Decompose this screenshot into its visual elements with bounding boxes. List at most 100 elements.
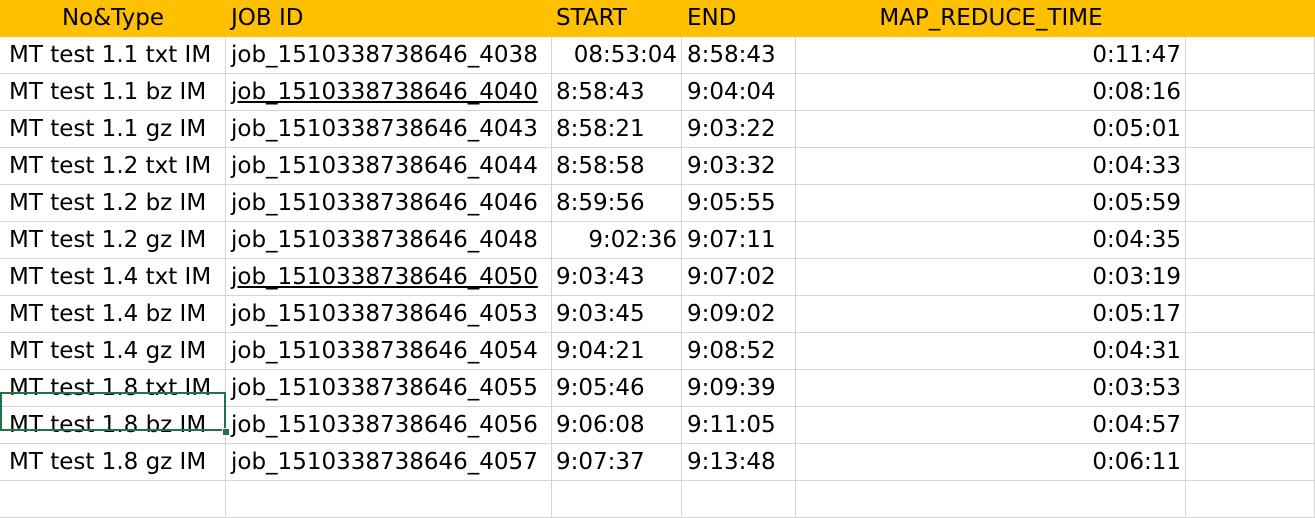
cell-map-reduce-time[interactable]: 0:05:17 <box>796 296 1186 333</box>
cell-start[interactable]: 8:59:56 <box>552 185 682 222</box>
cell-empty[interactable] <box>1186 74 1315 111</box>
cell-empty[interactable] <box>1186 370 1315 407</box>
table-row: MT test 1.2 bz IM job_1510338738646_4046… <box>0 185 1315 222</box>
cell-end[interactable]: 9:04:04 <box>682 74 796 111</box>
cell-job-id[interactable]: job_1510338738646_4055 <box>226 370 552 407</box>
cell-empty[interactable] <box>796 481 1186 518</box>
cell-map-reduce-time[interactable]: 0:04:35 <box>796 222 1186 259</box>
cell-start[interactable]: 08:53:04 <box>552 37 682 74</box>
cell-job-id[interactable]: job_1510338738646_4053 <box>226 296 552 333</box>
cell-map-reduce-time[interactable]: 0:08:16 <box>796 74 1186 111</box>
cell-end[interactable]: 9:08:52 <box>682 333 796 370</box>
cell-end[interactable]: 8:58:43 <box>682 37 796 74</box>
cell-start[interactable]: 8:58:21 <box>552 111 682 148</box>
cell-start[interactable]: 8:58:43 <box>552 74 682 111</box>
cell-map-reduce-time[interactable]: 0:11:47 <box>796 37 1186 74</box>
cell-job-id-link[interactable]: job_1510338738646_4040 <box>226 74 552 111</box>
cell-job-id[interactable]: job_1510338738646_4044 <box>226 148 552 185</box>
cell-job-id-link[interactable]: job_1510338738646_4050 <box>226 259 552 296</box>
fill-handle[interactable] <box>222 428 230 436</box>
cell-no-type[interactable]: MT test 1.4 gz IM <box>0 333 226 370</box>
cell-start[interactable]: 9:03:45 <box>552 296 682 333</box>
cell-no-type[interactable]: MT test 1.2 txt IM <box>0 148 226 185</box>
selected-cell-border[interactable] <box>0 392 226 431</box>
cell-map-reduce-time[interactable]: 0:03:19 <box>796 259 1186 296</box>
cell-end[interactable]: 9:09:02 <box>682 296 796 333</box>
table-row: MT test 1.1 txt IM job_1510338738646_403… <box>0 37 1315 74</box>
cell-empty[interactable] <box>1186 185 1315 222</box>
cell-end[interactable]: 9:07:02 <box>682 259 796 296</box>
cell-no-type[interactable]: MT test 1.4 txt IM <box>0 259 226 296</box>
cell-end[interactable]: 9:03:22 <box>682 111 796 148</box>
cell-map-reduce-time[interactable]: 0:04:31 <box>796 333 1186 370</box>
cell-no-type[interactable]: MT test 1.2 bz IM <box>0 185 226 222</box>
cell-start[interactable]: 9:06:08 <box>552 407 682 444</box>
table-row: MT test 1.8 gz IM job_1510338738646_4057… <box>0 444 1315 481</box>
cell-no-type[interactable]: MT test 1.2 gz IM <box>0 222 226 259</box>
cell-job-id[interactable]: job_1510338738646_4057 <box>226 444 552 481</box>
cell-map-reduce-time[interactable]: 0:03:53 <box>796 370 1186 407</box>
cell-end[interactable]: 9:13:48 <box>682 444 796 481</box>
header-map-reduce-time[interactable]: MAP_REDUCE_TIME <box>879 5 1103 31</box>
cell-start[interactable]: 9:05:46 <box>552 370 682 407</box>
header-start[interactable]: START <box>556 5 627 31</box>
cell-map-reduce-time[interactable]: 0:04:57 <box>796 407 1186 444</box>
cell-no-type[interactable]: MT test 1.8 bz IM <box>0 407 226 444</box>
header-job-id[interactable]: JOB ID <box>231 5 304 31</box>
cell-empty[interactable] <box>1186 37 1315 74</box>
cell-empty[interactable] <box>1186 444 1315 481</box>
cell-end[interactable]: 9:05:55 <box>682 185 796 222</box>
table-row: MT test 1.4 txt IM job_1510338738646_405… <box>0 259 1315 296</box>
cell-empty[interactable] <box>1186 481 1315 518</box>
table-row <box>0 481 1315 518</box>
header-end[interactable]: END <box>687 5 737 31</box>
cell-job-id[interactable]: job_1510338738646_4046 <box>226 185 552 222</box>
cell-end[interactable]: 9:09:39 <box>682 370 796 407</box>
cell-no-type[interactable]: MT test 1.1 gz IM <box>0 111 226 148</box>
table-row: MT test 1.2 txt IM job_1510338738646_404… <box>0 148 1315 185</box>
cell-end[interactable]: 9:07:11 <box>682 222 796 259</box>
table-row: MT test 1.8 txt IM job_1510338738646_405… <box>0 370 1315 407</box>
table-row: MT test 1.8 bz IM job_1510338738646_4056… <box>0 407 1315 444</box>
cell-empty[interactable] <box>1186 111 1315 148</box>
cell-end[interactable]: 9:03:32 <box>682 148 796 185</box>
cell-map-reduce-time[interactable]: 0:06:11 <box>796 444 1186 481</box>
table-row: MT test 1.1 bz IM job_1510338738646_4040… <box>0 74 1315 111</box>
cell-map-reduce-time[interactable]: 0:05:01 <box>796 111 1186 148</box>
cell-start[interactable]: 9:07:37 <box>552 444 682 481</box>
cell-start[interactable]: 9:03:43 <box>552 259 682 296</box>
cell-empty[interactable] <box>226 481 552 518</box>
cell-job-id[interactable]: job_1510338738646_4056 <box>226 407 552 444</box>
cell-no-type[interactable]: MT test 1.4 bz IM <box>0 296 226 333</box>
cell-empty[interactable] <box>1186 259 1315 296</box>
cell-start[interactable]: 9:02:36 <box>552 222 682 259</box>
cell-empty[interactable] <box>552 481 682 518</box>
cell-map-reduce-time[interactable]: 0:04:33 <box>796 148 1186 185</box>
cell-no-type[interactable]: MT test 1.1 bz IM <box>0 74 226 111</box>
cell-start[interactable]: 9:04:21 <box>552 333 682 370</box>
table-row: MT test 1.1 gz IM job_1510338738646_4043… <box>0 111 1315 148</box>
cell-no-type[interactable]: MT test 1.8 txt IM <box>0 370 226 407</box>
cell-empty[interactable] <box>1186 222 1315 259</box>
cell-empty[interactable] <box>682 481 796 518</box>
header-no-type[interactable]: No&Type <box>61 5 165 31</box>
table-row: MT test 1.4 gz IM job_1510338738646_4054… <box>0 333 1315 370</box>
table-row: MT test 1.2 gz IM job_1510338738646_4048… <box>0 222 1315 259</box>
cell-start[interactable]: 8:58:58 <box>552 148 682 185</box>
cell-empty[interactable] <box>0 481 226 518</box>
cell-empty[interactable] <box>1186 148 1315 185</box>
cell-empty[interactable] <box>1186 296 1315 333</box>
cell-end[interactable]: 9:11:05 <box>682 407 796 444</box>
cell-job-id[interactable]: job_1510338738646_4054 <box>226 333 552 370</box>
table-row: MT test 1.4 bz IM job_1510338738646_4053… <box>0 296 1315 333</box>
cell-job-id[interactable]: job_1510338738646_4038 <box>226 37 552 74</box>
cell-job-id[interactable]: job_1510338738646_4043 <box>226 111 552 148</box>
header-row: No&Type JOB ID START END MAP_REDUCE_TIME <box>0 0 1315 37</box>
cell-no-type[interactable]: MT test 1.8 gz IM <box>0 444 226 481</box>
cell-empty[interactable] <box>1186 407 1315 444</box>
cell-map-reduce-time[interactable]: 0:05:59 <box>796 185 1186 222</box>
cell-empty[interactable] <box>1186 333 1315 370</box>
cell-no-type[interactable]: MT test 1.1 txt IM <box>0 37 226 74</box>
cell-job-id[interactable]: job_1510338738646_4048 <box>226 222 552 259</box>
